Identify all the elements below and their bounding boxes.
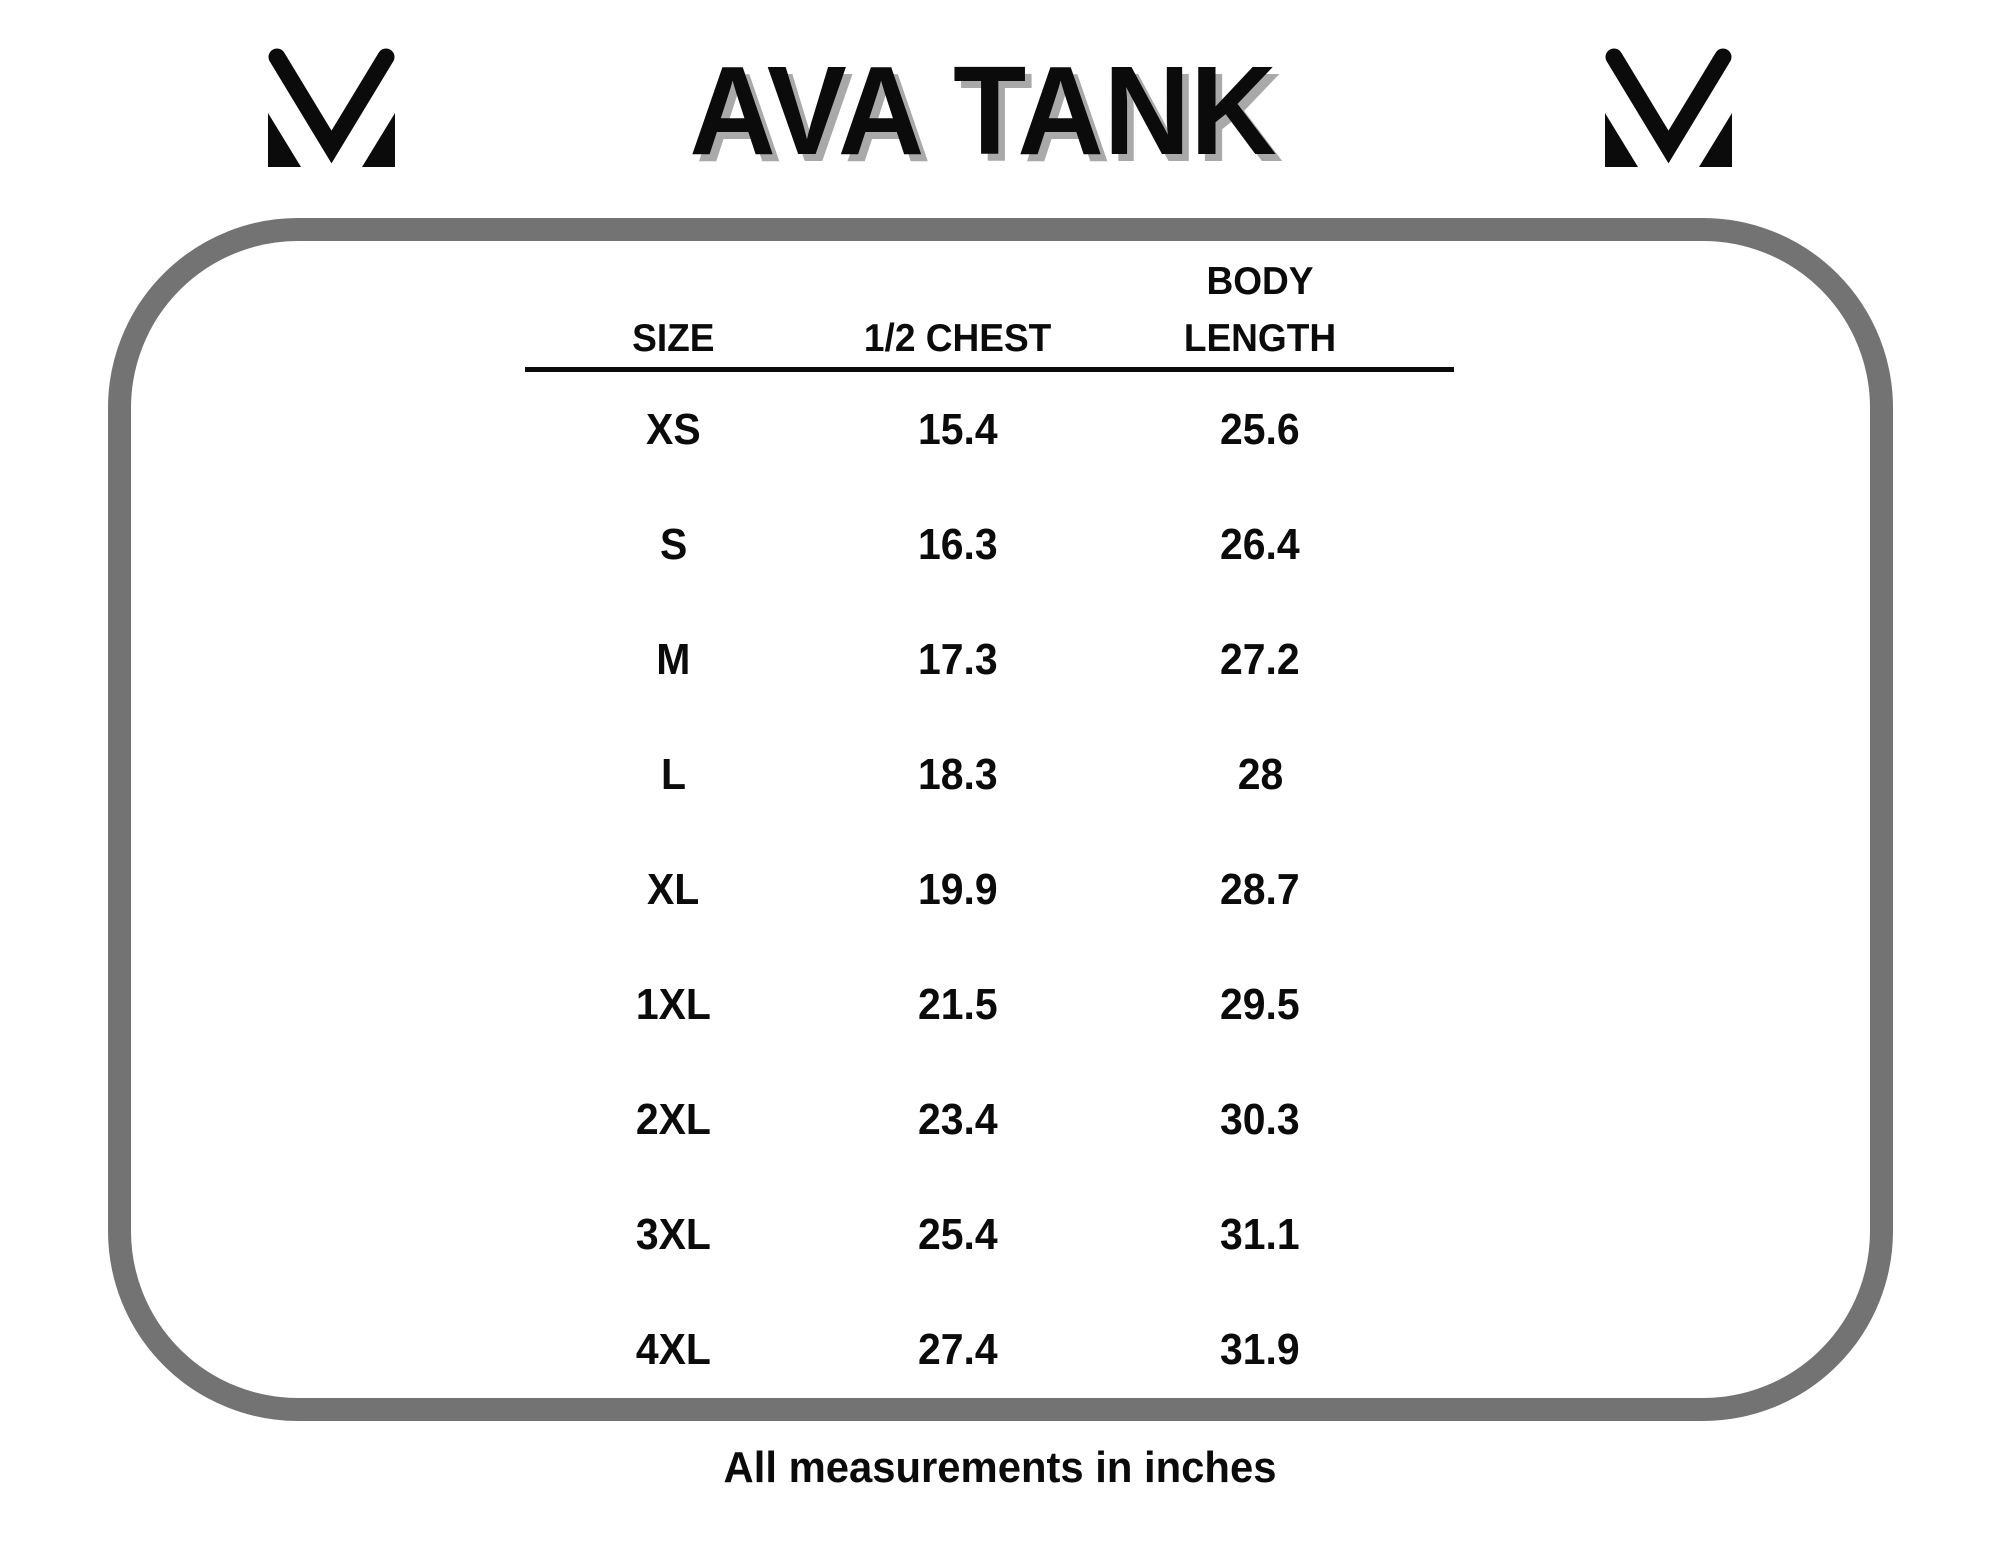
size-cell: 2XL — [525, 1094, 822, 1144]
table-row: XL 19.9 28.7 — [525, 832, 1454, 947]
size-cell: S — [525, 519, 822, 569]
half-chest-value: 15.4 — [917, 404, 998, 454]
body-length-value: 31.1 — [1220, 1209, 1300, 1259]
size-cell: 1XL — [525, 979, 822, 1029]
column-header-body-length: BODY LENGTH — [1093, 253, 1427, 367]
table-row: 3XL 25.4 31.1 — [525, 1177, 1454, 1292]
body-length-value: 30.3 — [1220, 1094, 1300, 1144]
measurements-note-text: All measurements in inches — [723, 1443, 1277, 1492]
table-row: S 16.3 26.4 — [525, 487, 1454, 602]
half-chest-cell: 17.3 — [822, 634, 1093, 684]
body-length-cell: 27.2 — [1093, 634, 1427, 684]
table-row: L 18.3 28 — [525, 717, 1454, 832]
half-chest-value: 25.4 — [917, 1209, 998, 1259]
body-length-cell: 30.3 — [1093, 1094, 1427, 1144]
table-row: M 17.3 27.2 — [525, 602, 1454, 717]
measurements-note: All measurements in inches — [0, 1446, 2000, 1490]
column-header-body-length-label: BODY LENGTH — [1183, 260, 1337, 360]
body-length-value: 25.6 — [1220, 404, 1300, 454]
size-cell: XS — [525, 404, 822, 454]
table-header-row: SIZE 1/2 CHEST BODY LENGTH — [525, 240, 1454, 367]
size-value: L — [660, 749, 686, 799]
half-chest-cell: 25.4 — [822, 1209, 1093, 1259]
half-chest-value: 19.9 — [917, 864, 998, 914]
half-chest-cell: 19.9 — [822, 864, 1093, 914]
half-chest-value: 17.3 — [917, 634, 998, 684]
size-cell: L — [525, 749, 822, 799]
size-value: XS — [646, 404, 701, 454]
size-value: XL — [647, 864, 700, 914]
size-cell: M — [525, 634, 822, 684]
size-value: 4XL — [635, 1324, 712, 1374]
mv-monogram-icon — [1605, 48, 1732, 167]
half-chest-cell: 21.5 — [822, 979, 1093, 1029]
body-length-cell: 31.9 — [1093, 1324, 1427, 1374]
size-value: M — [656, 634, 691, 684]
body-length-value: 26.4 — [1220, 519, 1300, 569]
body-length-value: 28 — [1237, 749, 1283, 799]
table-row: 4XL 27.4 31.9 — [525, 1292, 1454, 1407]
table-row: 2XL 23.4 30.3 — [525, 1062, 1454, 1177]
column-header-half-chest: 1/2 CHEST — [822, 310, 1093, 367]
size-cell: 4XL — [525, 1324, 822, 1374]
column-header-half-chest-label: 1/2 CHEST — [863, 317, 1052, 360]
body-length-cell: 28.7 — [1093, 864, 1427, 914]
column-header-size-label: SIZE — [632, 317, 715, 360]
mv-monogram-icon — [268, 48, 395, 167]
half-chest-cell: 18.3 — [822, 749, 1093, 799]
header-divider-rule — [525, 367, 1454, 372]
half-chest-value: 21.5 — [917, 979, 998, 1029]
size-cell: XL — [525, 864, 822, 914]
body-length-cell: 31.1 — [1093, 1209, 1427, 1259]
body-length-value: 29.5 — [1220, 979, 1300, 1029]
mv-monogram-icon — [1605, 48, 1732, 167]
half-chest-cell: 27.4 — [822, 1324, 1093, 1374]
size-value: 3XL — [635, 1209, 712, 1259]
size-value: S — [659, 519, 688, 569]
half-chest-value: 23.4 — [917, 1094, 998, 1144]
body-length-cell: 28 — [1093, 749, 1427, 799]
body-length-value: 27.2 — [1220, 634, 1300, 684]
size-table: SIZE 1/2 CHEST BODY LENGTH XS 15.4 25.6 … — [525, 240, 1454, 1407]
half-chest-value: 16.3 — [917, 519, 998, 569]
half-chest-value: 27.4 — [917, 1324, 998, 1374]
half-chest-cell: 16.3 — [822, 519, 1093, 569]
table-row: XS 15.4 25.6 — [525, 372, 1454, 487]
half-chest-cell: 15.4 — [822, 404, 1093, 454]
body-length-cell: 25.6 — [1093, 404, 1427, 454]
column-header-size: SIZE — [525, 310, 822, 367]
page-title: AVA TANK — [689, 40, 1277, 181]
body-length-value: 28.7 — [1220, 864, 1300, 914]
body-length-cell: 29.5 — [1093, 979, 1427, 1029]
rounded-border-frame — [108, 218, 1893, 1421]
size-value: 2XL — [635, 1094, 712, 1144]
half-chest-cell: 23.4 — [822, 1094, 1093, 1144]
size-cell: 3XL — [525, 1209, 822, 1259]
half-chest-value: 18.3 — [917, 749, 998, 799]
body-length-cell: 26.4 — [1093, 519, 1427, 569]
mv-monogram-icon — [268, 48, 395, 167]
size-value: 1XL — [635, 979, 712, 1029]
table-row: 1XL 21.5 29.5 — [525, 947, 1454, 1062]
body-length-value: 31.9 — [1220, 1324, 1300, 1374]
